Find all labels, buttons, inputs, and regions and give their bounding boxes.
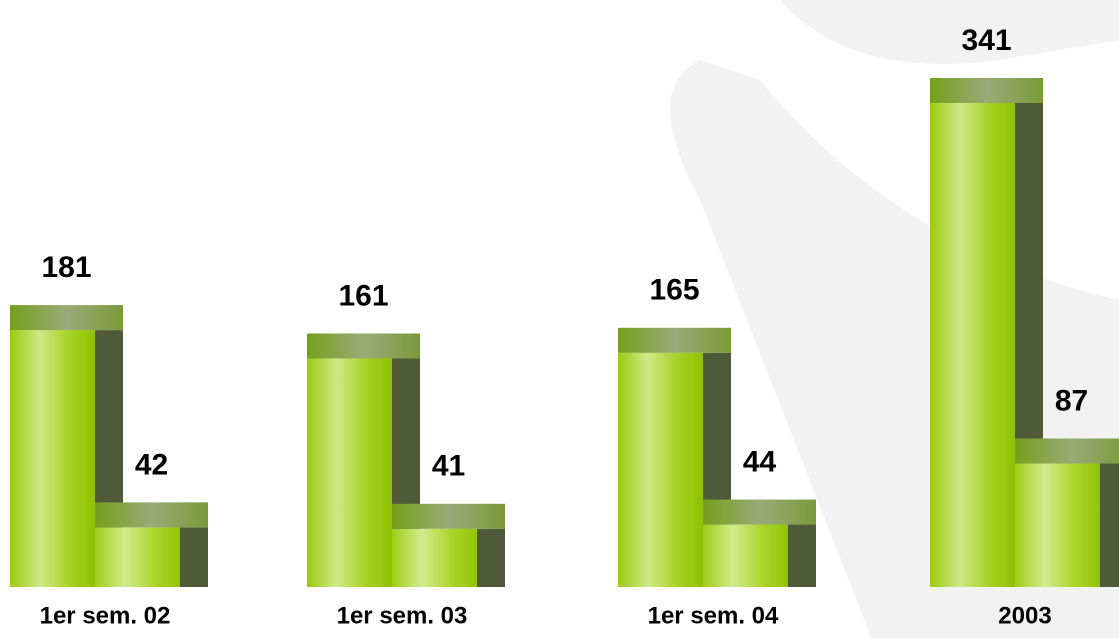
bar-cap (392, 503, 505, 529)
value-label: 87 (1055, 384, 1088, 417)
value-label: 41 (432, 450, 465, 483)
bar-side (1100, 463, 1119, 587)
plot: 181 42 1er sem. 02 161 41 1er sem. 03 165 44 1er… (10, 24, 1119, 629)
bar-tint (618, 352, 703, 587)
value-label: 161 (338, 279, 388, 312)
bar (95, 527, 180, 587)
value-label: 341 (961, 24, 1011, 57)
bar (618, 352, 703, 587)
bar-side (180, 527, 208, 587)
bar-tint (10, 330, 95, 587)
bar-cap (307, 333, 420, 359)
bar-cap (930, 78, 1043, 103)
bar-side (477, 528, 505, 587)
bar (10, 330, 95, 587)
bar (703, 524, 788, 587)
x-tick-label: 1er sem. 04 (648, 602, 779, 629)
x-tick-label: 2003 (998, 602, 1051, 629)
background-shape (780, 0, 1119, 64)
value-label: 42 (135, 448, 168, 481)
bar-cap (618, 327, 731, 353)
x-tick-label: 1er sem. 02 (40, 602, 171, 629)
value-label: 181 (41, 251, 91, 284)
bar (307, 358, 392, 587)
bar-cap (703, 499, 816, 525)
bar (392, 528, 477, 587)
value-label: 165 (649, 274, 699, 307)
bar-cap (95, 502, 208, 528)
bar-cap (1015, 438, 1119, 464)
bar (930, 103, 1015, 587)
bar (1015, 463, 1100, 587)
value-label: 44 (743, 445, 777, 478)
bar-tint (930, 103, 1015, 587)
bar-cap (10, 305, 123, 331)
x-tick-label: 1er sem. 03 (337, 602, 468, 629)
bar-tint (307, 358, 392, 587)
bar-side (788, 524, 816, 587)
bar-tint (1015, 463, 1100, 587)
bar-tint (392, 528, 477, 587)
bar-tint (703, 524, 788, 587)
bar-tint (95, 527, 180, 587)
